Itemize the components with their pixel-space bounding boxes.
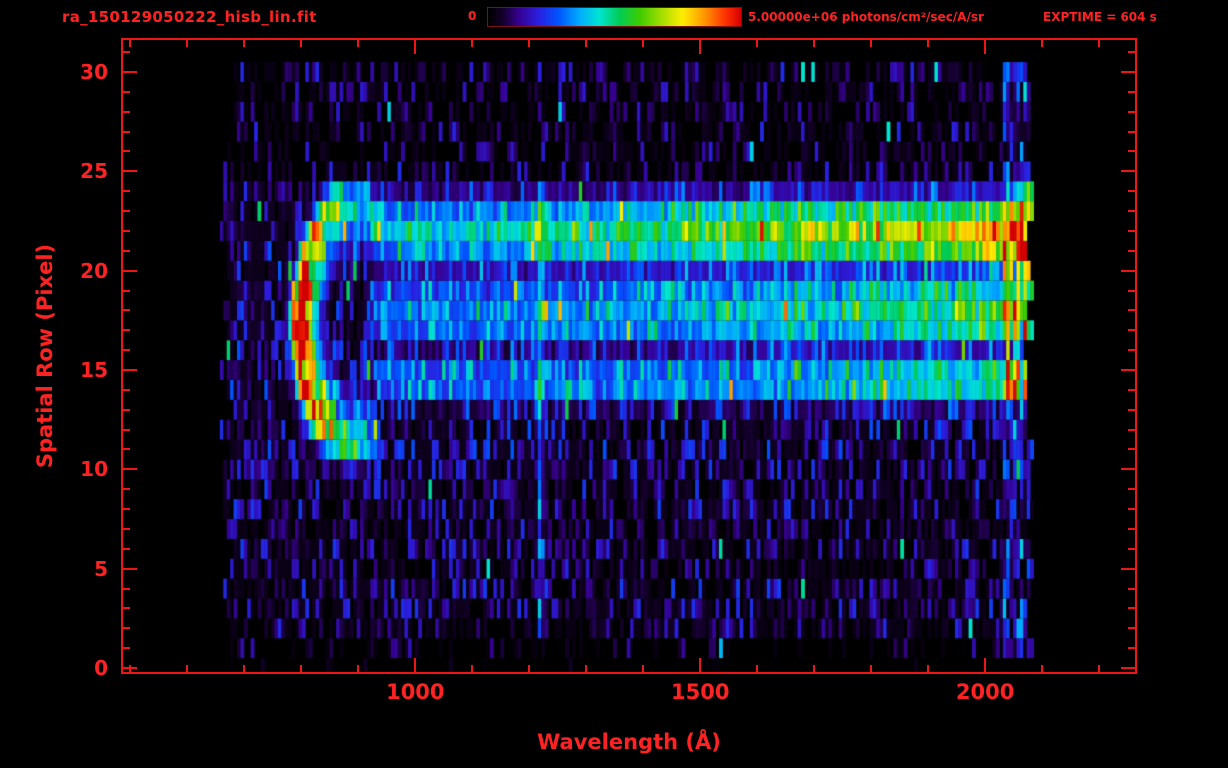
- filename-label: ra_150129050222_hisb_lin.fit: [62, 8, 317, 26]
- plot-frame: [121, 38, 1137, 674]
- x-axis-title: Wavelength (Å): [537, 730, 721, 754]
- x-tick-label: 1500: [670, 680, 730, 704]
- colorbar-gradient: [487, 7, 742, 27]
- y-axis-title: Spatial Row (Pixel): [33, 243, 57, 469]
- y-tick-label: 0: [94, 656, 108, 681]
- y-tick-label: 5: [94, 556, 108, 581]
- x-tick-label: 1000: [386, 680, 445, 704]
- y-tick-label: 10: [80, 457, 108, 482]
- spectral-heatmap-canvas: [123, 40, 1135, 672]
- colorbar-max-label: 5.00000e+06 photons/cm²/sec/A/sr: [748, 10, 984, 24]
- colorbar-min-label: 0: [468, 9, 477, 23]
- x-tick-label: 2000: [955, 680, 1015, 704]
- y-tick-label: 20: [80, 258, 108, 283]
- y-tick-label: 25: [80, 159, 108, 184]
- exptime-label: EXPTIME = 604 s: [1043, 10, 1157, 24]
- y-tick-label: 15: [80, 358, 108, 382]
- y-tick-label: 30: [80, 59, 108, 84]
